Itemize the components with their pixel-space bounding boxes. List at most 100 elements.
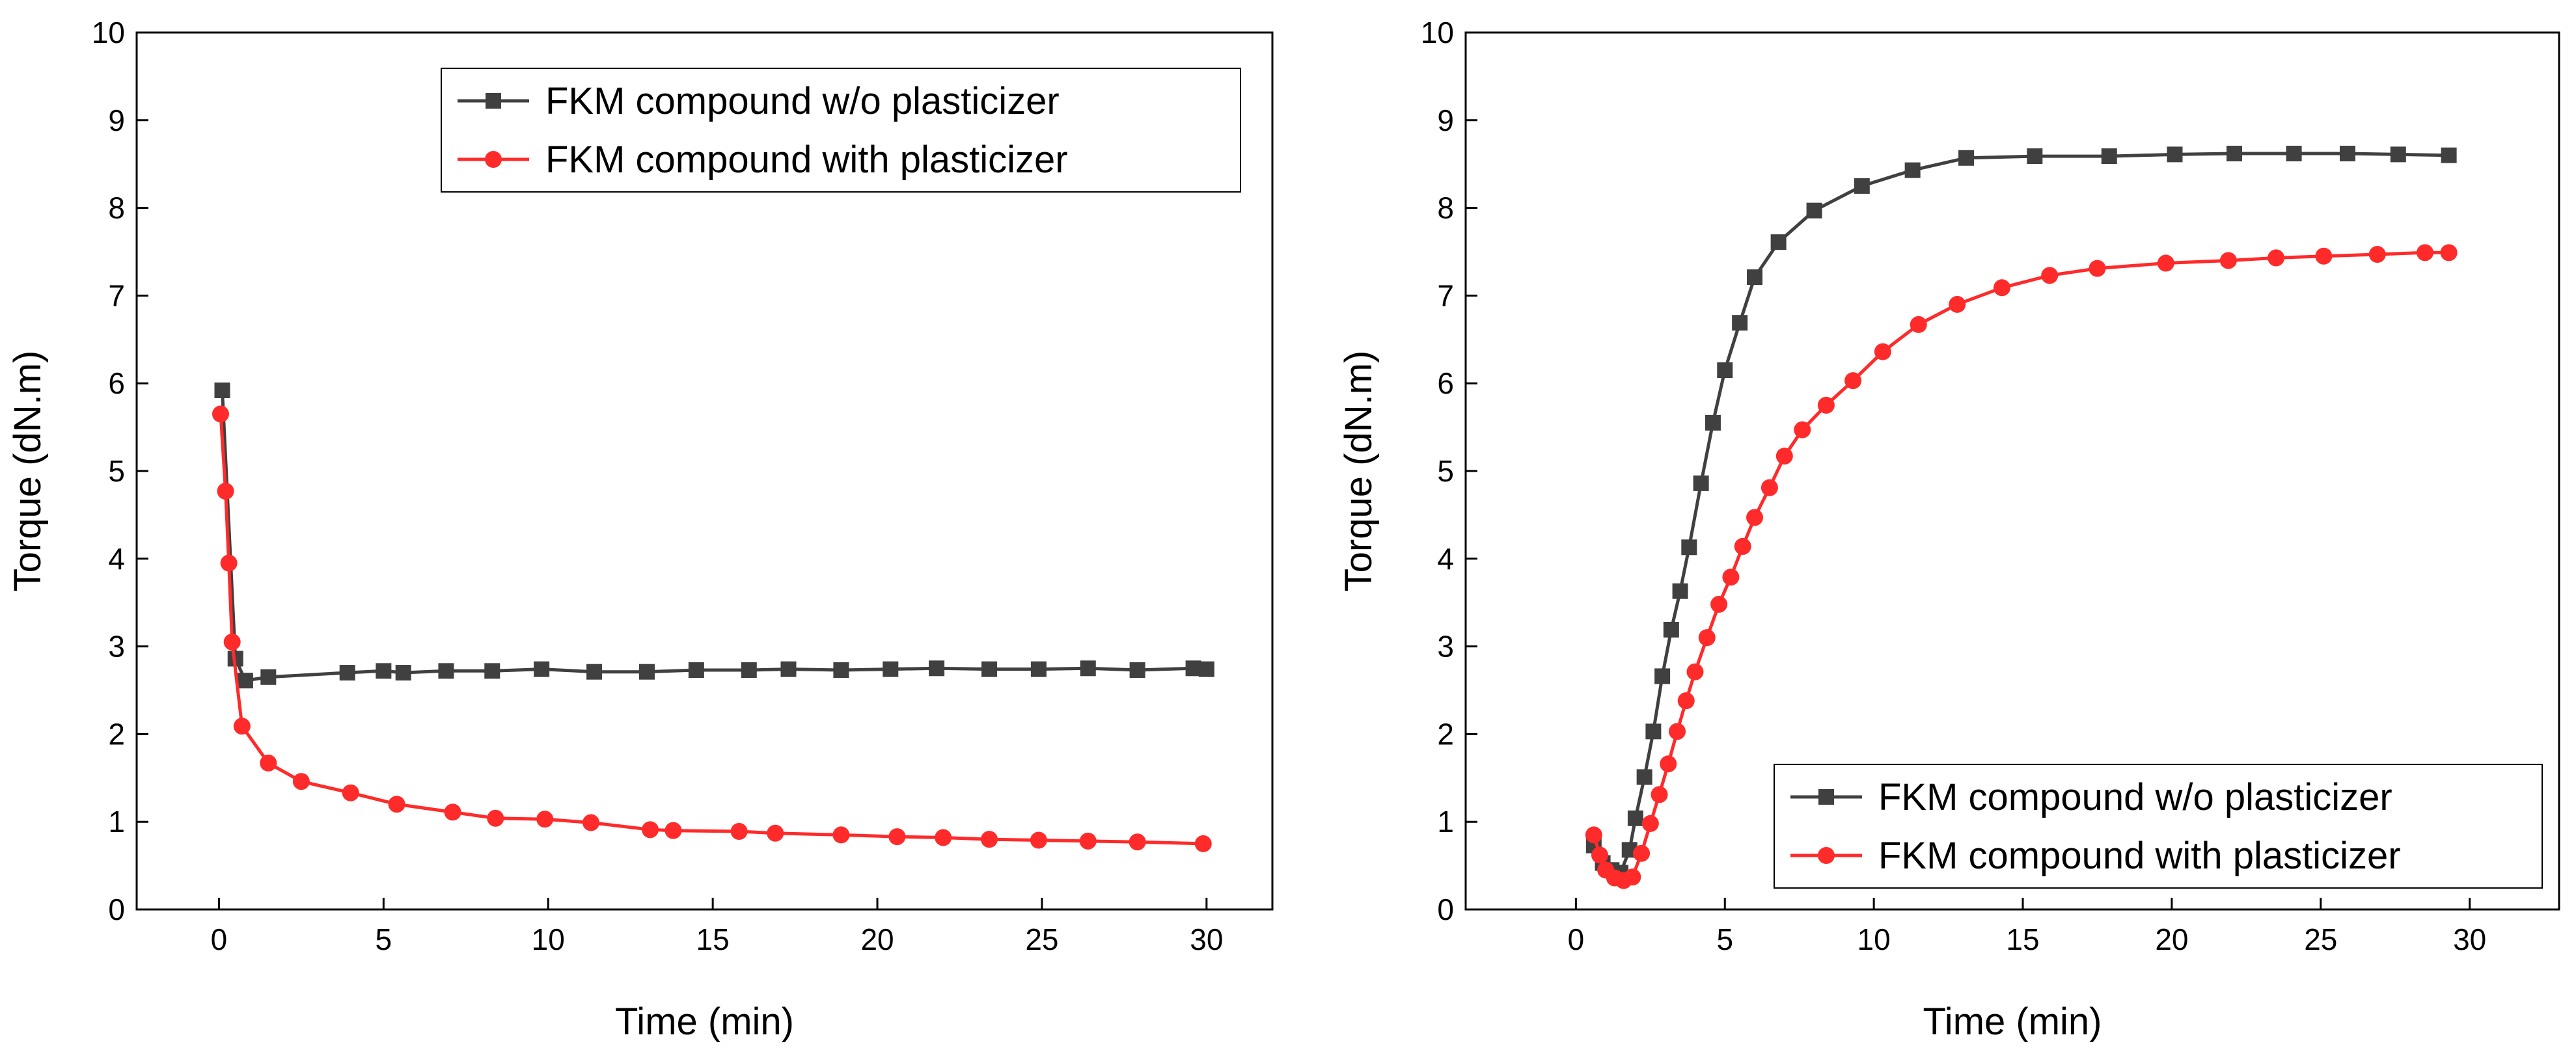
legend-marker-without-plasticizer [1818, 789, 1834, 805]
legend-label-with-plasticizer: FKM compound with plasticizer [1878, 835, 2401, 877]
x-tick-label: 5 [1716, 922, 1733, 956]
data-point-without-plasticizer [1654, 668, 1671, 684]
x-tick-label: 10 [532, 922, 565, 956]
data-point-with-plasticizer [2089, 260, 2106, 277]
data-point-with-plasticizer [1641, 814, 1659, 832]
x-tick-label: 0 [1568, 922, 1585, 956]
data-point-without-plasticizer [1185, 660, 1201, 677]
data-point-without-plasticizer [1904, 162, 1921, 178]
data-point-without-plasticizer [688, 662, 704, 678]
legend-box [1774, 764, 2543, 889]
y-tick-label: 4 [108, 542, 125, 576]
data-point-with-plasticizer [981, 831, 998, 848]
x-tick-label: 15 [696, 922, 730, 956]
data-point-without-plasticizer [1080, 660, 1096, 677]
data-point-with-plasticizer [1734, 537, 1751, 555]
data-point-without-plasticizer [395, 665, 411, 681]
data-point-without-plasticizer [1663, 621, 1679, 638]
x-axis-label: Time (min) [615, 1001, 794, 1043]
data-point-with-plasticizer [935, 829, 952, 846]
data-point-with-plasticizer [1722, 569, 1740, 586]
data-point-without-plasticizer [339, 665, 355, 681]
data-point-with-plasticizer [487, 809, 504, 827]
data-point-with-plasticizer [642, 821, 659, 839]
data-point-with-plasticizer [2268, 249, 2285, 267]
series-line-without-plasticizer [221, 390, 1207, 682]
data-point-without-plasticizer [1030, 661, 1047, 677]
data-point-without-plasticizer [2167, 146, 2183, 163]
data-point-with-plasticizer [1775, 448, 1793, 465]
data-point-with-plasticizer [536, 811, 554, 828]
data-point-with-plasticizer [388, 796, 405, 813]
data-point-with-plasticizer [1030, 831, 1047, 849]
left-chart-panel: 0 1 2 3 4 5 6 7 8 9 10 0 5 10 15 20 25 30 Time (min) Torque… [7, 16, 1274, 1043]
data-point-without-plasticizer [2101, 148, 2117, 165]
data-point-without-plasticizer [1958, 150, 1975, 166]
right-chart-panel: 0 1 2 3 4 5 6 7 8 9 10 0 5 10 15 20 25 30 Time (min) Torque… [1337, 16, 2560, 1043]
data-point-with-plasticizer [1079, 832, 1097, 850]
data-point-with-plasticizer [2157, 254, 2174, 272]
data-point-without-plasticizer [638, 664, 655, 680]
y-tick-label: 8 [1437, 191, 1454, 225]
x-tick-label: 10 [1857, 922, 1891, 956]
data-point-with-plasticizer [1993, 279, 2010, 297]
y-tick-label: 7 [1437, 278, 1454, 312]
data-point-without-plasticizer [981, 661, 998, 677]
data-point-with-plasticizer [1710, 595, 1728, 613]
data-point-without-plasticizer [1747, 269, 1763, 286]
y-tick-label: 0 [108, 893, 125, 926]
legend-box [441, 68, 1241, 193]
x-axis-label: Time (min) [1923, 1001, 2102, 1043]
data-point-with-plasticizer [1949, 295, 1966, 313]
data-point-with-plasticizer [223, 633, 241, 651]
x-tick-label: 0 [211, 922, 228, 956]
legend-label-with-plasticizer: FKM compound with plasticizer [545, 139, 1068, 181]
data-point-without-plasticizer [534, 661, 550, 677]
data-point-with-plasticizer [2417, 244, 2434, 262]
data-point-with-plasticizer [767, 824, 784, 842]
data-point-without-plasticizer [260, 669, 277, 685]
x-tick-label: 25 [2304, 922, 2337, 956]
data-point-without-plasticizer [2027, 148, 2043, 165]
data-point-without-plasticizer [2390, 146, 2406, 163]
data-point-without-plasticizer [1198, 661, 1214, 677]
data-point-with-plasticizer [1624, 868, 1641, 886]
data-point-with-plasticizer [1669, 723, 1686, 740]
data-point-with-plasticizer [2368, 246, 2386, 263]
data-point-with-plasticizer [1817, 396, 1835, 414]
legend-marker-with-plasticizer [1818, 847, 1835, 864]
data-point-without-plasticizer [1693, 475, 1709, 491]
data-point-with-plasticizer [1910, 316, 1927, 333]
data-point-with-plasticizer [730, 823, 748, 841]
data-point-with-plasticizer [1761, 479, 1778, 496]
data-point-without-plasticizer [438, 663, 454, 679]
y-tick-label: 9 [108, 103, 125, 137]
data-point-with-plasticizer [1874, 343, 1891, 360]
y-tick-label: 6 [1437, 366, 1454, 400]
y-tick-label: 1 [1437, 805, 1454, 839]
x-tick-label: 20 [2155, 922, 2188, 956]
y-tick-label: 7 [108, 278, 125, 312]
data-point-with-plasticizer [292, 773, 310, 790]
y-tick-label: 8 [108, 191, 125, 225]
data-point-with-plasticizer [888, 828, 906, 846]
data-point-without-plasticizer [741, 662, 757, 678]
data-point-without-plasticizer [1681, 539, 1697, 556]
data-point-without-plasticizer [1732, 315, 1748, 331]
data-point-without-plasticizer [376, 663, 392, 679]
data-point-without-plasticizer [1672, 583, 1688, 599]
data-point-without-plasticizer [780, 661, 797, 677]
data-point-without-plasticizer [1717, 362, 1733, 378]
data-point-with-plasticizer [1585, 826, 1602, 844]
data-point-with-plasticizer [2440, 244, 2458, 262]
y-tick-label: 9 [1437, 103, 1454, 137]
data-point-without-plasticizer [237, 673, 253, 689]
data-point-without-plasticizer [1705, 414, 1721, 431]
data-point-without-plasticizer [2286, 146, 2302, 162]
data-point-with-plasticizer [1677, 692, 1695, 710]
data-point-with-plasticizer [220, 554, 238, 572]
x-tick-label: 25 [1025, 922, 1058, 956]
data-point-without-plasticizer [214, 382, 230, 398]
data-point-without-plasticizer [1129, 662, 1145, 678]
x-tick-label: 5 [376, 922, 392, 956]
